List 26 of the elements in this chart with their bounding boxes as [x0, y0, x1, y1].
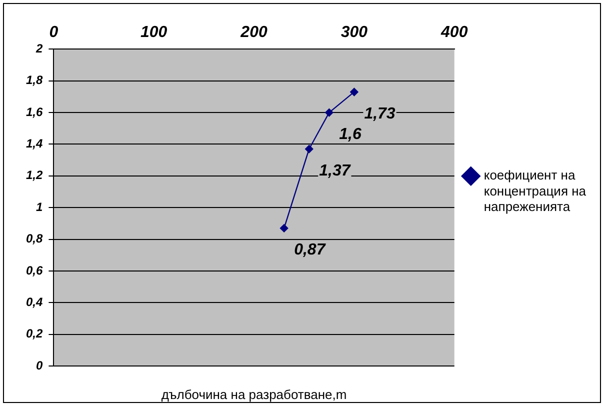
point [350, 88, 358, 96]
point [305, 144, 314, 154]
y-tick-label: 1,8 [26, 73, 43, 88]
point [280, 224, 288, 232]
x-axis-title: дълбочина на разработване,m [161, 387, 347, 402]
data-label: 1,37 [319, 162, 352, 180]
y-tick-label: 0,8 [26, 232, 43, 246]
data-label: 1,6 [339, 126, 362, 143]
data-label: 0,87 [294, 242, 326, 259]
x-tick-label: 100 [140, 24, 168, 42]
x-tick-label: 0 [49, 24, 58, 42]
data-label: 1,73 [364, 105, 396, 122]
y-tick-label: 0,2 [26, 326, 43, 341]
legend-label: коефициент на концентрация на напреженията [484, 168, 587, 214]
x-tick-label: 400 [440, 24, 468, 42]
y-tick-label: 2 [34, 42, 43, 56]
y-tick-label: 1,2 [26, 168, 43, 182]
y-tick-label: 0,4 [26, 294, 43, 309]
y-tick-label: 1,6 [26, 104, 43, 119]
x-tick-label: 300 [340, 24, 368, 42]
point [325, 108, 334, 117]
y-tick-label: 0 [36, 358, 43, 372]
x-tick-label: 200 [240, 24, 268, 42]
y-tick-label: 0,6 [26, 263, 43, 278]
y-tick-label: 1,4 [26, 136, 43, 151]
y-tick-label: 1 [36, 200, 43, 214]
